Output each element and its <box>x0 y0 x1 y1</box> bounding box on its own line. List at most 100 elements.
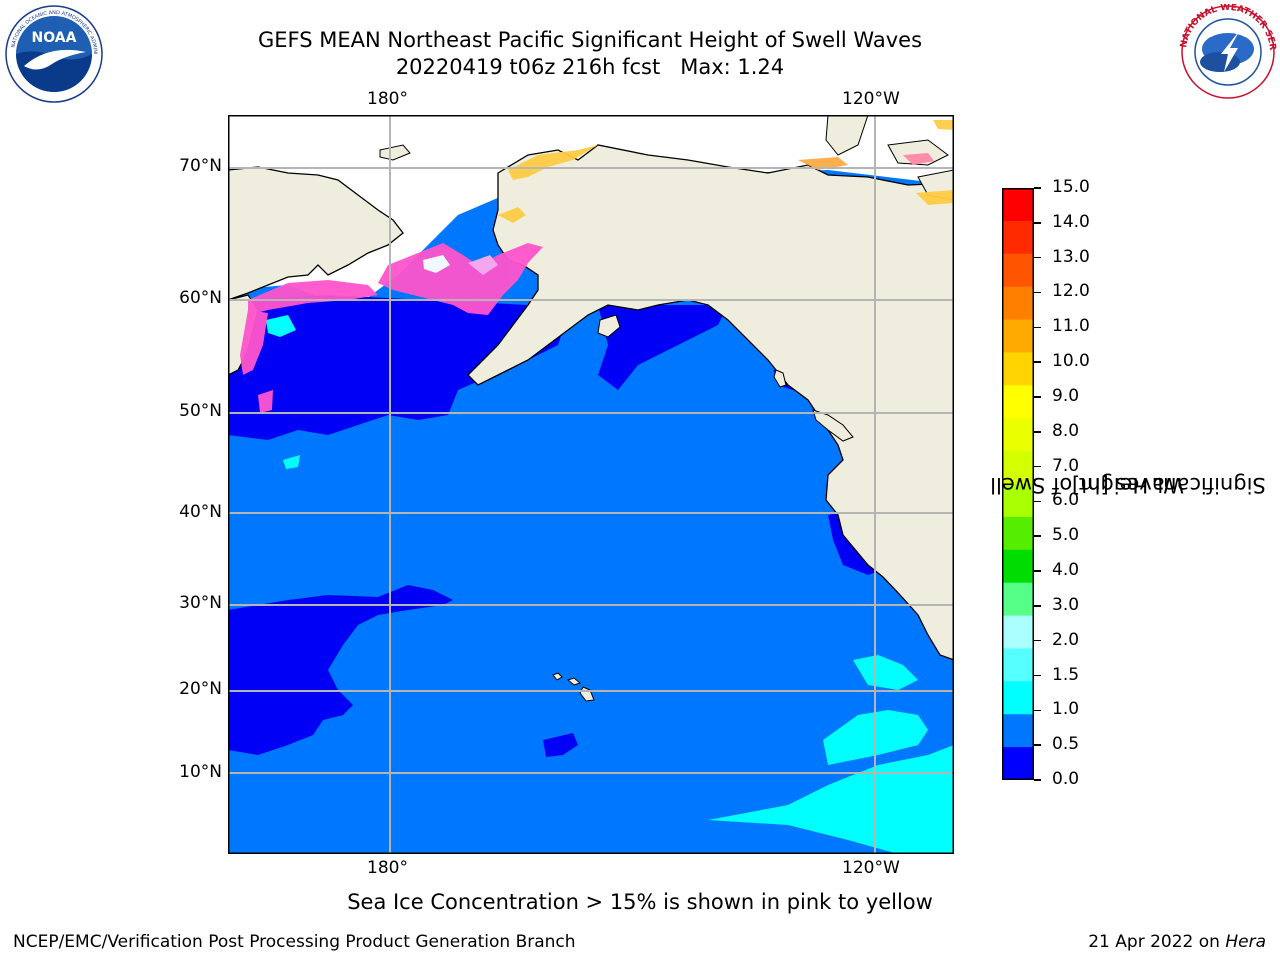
colorbar-tick-mark <box>1034 361 1041 363</box>
colorbar-tick-mark <box>1034 222 1041 224</box>
low-swell-north <box>228 295 568 440</box>
colorbar-segment <box>1002 220 1034 255</box>
mid-swell-east-patch2 <box>853 655 918 690</box>
credit-text: NCEP/EMC/Verification Post Processing Pr… <box>13 932 576 952</box>
colorbar-tick-mark <box>1034 396 1041 398</box>
colorbar-segment <box>1002 582 1034 617</box>
colorbar-tick-label: 4.0 <box>1052 560 1080 581</box>
colorbar-tick-label: 10.0 <box>1052 351 1090 372</box>
colorbar-segment <box>1002 648 1034 682</box>
colorbar-segment <box>1002 188 1034 222</box>
colorbar-tick-label: 0.5 <box>1052 734 1080 755</box>
lon-label-bottom-120w: 120°W <box>842 858 900 878</box>
noaa-logo-text: NOAA <box>32 30 77 46</box>
colorbar-tick-mark <box>1034 500 1041 503</box>
colorbar-segment <box>1002 385 1034 419</box>
colorbar-tick-mark <box>1034 326 1041 329</box>
colorbar-tick-mark <box>1034 431 1041 433</box>
lat-label-50n: 50°N <box>179 401 222 421</box>
low-swell-west-subtropics <box>228 585 453 755</box>
colorbar-tick-mark <box>1034 256 1041 259</box>
colorbar-segment <box>1002 615 1034 649</box>
colorbar-tick-label: 7.0 <box>1052 455 1080 476</box>
colorbar-tick-label: 13.0 <box>1052 246 1090 267</box>
map-svg <box>228 115 954 854</box>
colorbar-tick-label: 1.5 <box>1052 664 1080 685</box>
low-swell-islet <box>543 733 578 757</box>
noaa-logo: NOAA NATIONAL OCEANIC AND ATMOSPHERIC AD… <box>1 0 104 104</box>
land-kodiak <box>597 314 621 338</box>
colorbar-segment <box>1002 451 1034 485</box>
lon-label-bottom-180: 180° <box>367 858 408 878</box>
colorbar-tick-label: 12.0 <box>1052 281 1090 302</box>
colorbar-tick-label: 9.0 <box>1052 385 1080 406</box>
colorbar-segment <box>1002 253 1034 288</box>
colorbar-segment <box>1002 352 1034 386</box>
lat-label-60n: 60°N <box>179 288 222 308</box>
host-name: Hera <box>1225 932 1266 952</box>
colorbar-tick-label: 0.0 <box>1052 769 1080 789</box>
nws-logo: NATIONAL WEATHER SERVICE <box>1175 0 1278 100</box>
colorbar-segment <box>1002 516 1034 551</box>
colorbar-tick-label: 2.0 <box>1052 629 1080 650</box>
colorbar-tick-label: 8.0 <box>1052 420 1080 441</box>
colorbar-segment <box>1002 549 1034 584</box>
colorbar-border <box>1002 188 1034 780</box>
lat-label-30n: 30°N <box>179 593 222 613</box>
title-line-1: GEFS MEAN Northeast Pacific Significant … <box>257 28 923 52</box>
colorbar-segment <box>1002 418 1034 452</box>
date-text: 21 Apr 2022 on Hera <box>1088 932 1266 952</box>
colorbar-tick-mark <box>1034 465 1041 468</box>
colorbar-tick-label: 14.0 <box>1052 211 1090 232</box>
colorbar-tick-mark <box>1034 709 1041 712</box>
colorbar <box>1002 188 1034 781</box>
lon-label-top-120w: 120°W <box>842 89 900 109</box>
map-frame-border <box>228 115 954 854</box>
colorbar-tick-mark <box>1034 605 1041 607</box>
sea-ice <box>240 120 954 413</box>
colorbar-tick-label: 3.0 <box>1052 594 1080 615</box>
colorbar-segment <box>1002 747 1034 781</box>
mid-swell-nw <box>266 315 296 337</box>
colorbar-tick-mark <box>1034 570 1041 572</box>
land-haida-gwaii <box>773 369 787 388</box>
colorbar-tick-label: 6.0 <box>1052 490 1080 511</box>
colorbar-tick-mark <box>1034 535 1041 537</box>
lon-label-top-180: 180° <box>367 89 408 109</box>
land-vancouver-island <box>812 409 854 442</box>
colorbar-tick-label: 1.0 <box>1052 699 1080 720</box>
chart-title: GEFS MEAN Northeast Pacific Significant … <box>190 27 990 81</box>
colorbar-svg <box>1002 188 1034 781</box>
date-value: 21 Apr 2022 on <box>1088 932 1226 952</box>
colorbar-tick-label: 5.0 <box>1052 525 1080 546</box>
colorbar-tick-mark <box>1034 187 1041 189</box>
colorbar-segment <box>1002 319 1034 353</box>
land-canada-north-2 <box>887 139 949 166</box>
low-swell-gulf-alaska <box>598 305 728 390</box>
graticule <box>228 115 954 854</box>
land-wrangel <box>379 144 411 161</box>
colorbar-tick-label: 15.0 <box>1052 177 1090 197</box>
colorbar-segment <box>1002 484 1034 518</box>
land-siberia <box>228 166 404 301</box>
map-panel <box>228 115 954 854</box>
land-north-america <box>467 144 954 661</box>
colorbar-segment <box>1002 681 1034 715</box>
colorbar-tick-label: 11.0 <box>1052 316 1090 337</box>
colorbar-segment <box>1002 714 1034 748</box>
sea-ice-note: Sea Ice Concentration > 15% is shown in … <box>347 890 933 914</box>
lat-label-40n: 40°N <box>179 502 222 522</box>
title-line-2: 20220419 t06z 216h fcst Max: 1.24 <box>395 55 785 79</box>
lat-label-70n: 70°N <box>179 156 222 176</box>
land-canada-north-1 <box>825 115 869 156</box>
lat-label-20n: 20°N <box>179 679 222 699</box>
lat-label-10n: 10°N <box>179 762 222 782</box>
colorbar-tick-mark <box>1034 291 1041 294</box>
colorbar-segment <box>1002 286 1034 321</box>
mid-swell-w45 <box>283 455 300 469</box>
colorbar-tick-mark <box>1034 674 1041 677</box>
colorbar-tick-mark <box>1034 744 1041 746</box>
colorbar-tick-mark <box>1034 639 1041 642</box>
colorbar-tick-mark <box>1034 779 1041 781</box>
colorbar-title-line-2: Waves [m] <box>1071 473 1185 497</box>
